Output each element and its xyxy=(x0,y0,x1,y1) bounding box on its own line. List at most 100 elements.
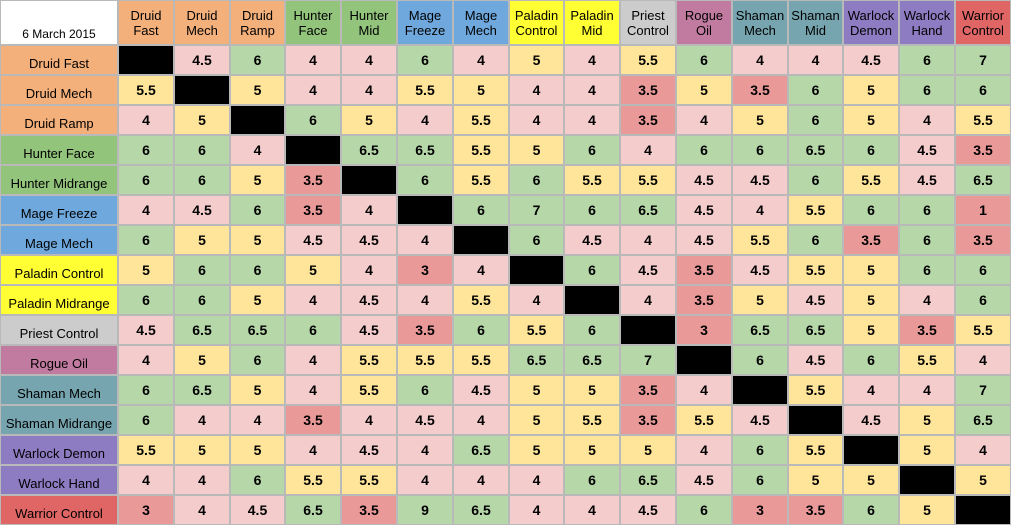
matchup-value-cell: 3.5 xyxy=(620,75,676,105)
matchup-value-cell: 3.5 xyxy=(955,135,1011,165)
column-header-line2: Mid xyxy=(581,22,603,38)
matchup-value-cell: 6.5 xyxy=(453,435,509,465)
column-header: Druid Ramp xyxy=(230,0,285,45)
matchup-value-cell: 6.5 xyxy=(788,135,843,165)
matchup-value-cell: 5.5 xyxy=(397,75,453,105)
matchup-value-cell: 5 xyxy=(118,255,174,285)
column-header-line1: Rogue xyxy=(684,7,724,23)
row-header: Druid Mech xyxy=(0,75,118,105)
matchup-value-cell: 3.5 xyxy=(341,495,397,525)
matchup-value-cell: 5.5 xyxy=(453,135,509,165)
matchup-value-cell: 5 xyxy=(732,285,788,315)
row-header: Paladin Midrange xyxy=(0,285,118,315)
matchup-value-cell: 4 xyxy=(174,405,230,435)
matchup-value-cell: 4 xyxy=(509,105,564,135)
matchup-value-cell: 5 xyxy=(509,405,564,435)
matchup-value-cell: 5.5 xyxy=(118,435,174,465)
matchup-value-cell: 6.5 xyxy=(620,195,676,225)
column-header-line1: Hunter xyxy=(349,7,389,23)
matchup-value-cell: 5.5 xyxy=(788,435,843,465)
diagonal-cell xyxy=(843,435,899,465)
column-header: Druid Fast xyxy=(118,0,174,45)
column-header: Hunter Face xyxy=(285,0,341,45)
matchup-value-cell: 4 xyxy=(397,105,453,135)
matchup-value-cell: 3.5 xyxy=(676,255,732,285)
matchup-value-cell: 6.5 xyxy=(732,315,788,345)
matchup-value-cell: 4.5 xyxy=(843,405,899,435)
matchup-value-cell: 5.5 xyxy=(453,345,509,375)
matchup-value-cell: 4 xyxy=(676,375,732,405)
matchup-value-cell: 4 xyxy=(230,405,285,435)
matchup-value-cell: 6 xyxy=(843,135,899,165)
matchup-value-cell: 6.5 xyxy=(509,345,564,375)
matchup-value-cell: 6 xyxy=(118,375,174,405)
matchup-value-cell: 5 xyxy=(453,75,509,105)
matchup-value-cell: 5.5 xyxy=(397,345,453,375)
matchup-value-cell: 4 xyxy=(285,285,341,315)
matchup-value-cell: 5.5 xyxy=(564,165,620,195)
column-header: Warlock Demon xyxy=(843,0,899,45)
column-header-line1: Paladin xyxy=(514,7,559,23)
matchup-value-cell: 6 xyxy=(899,75,955,105)
matchup-value-cell: 6 xyxy=(230,195,285,225)
matchup-value-cell: 6 xyxy=(564,255,620,285)
column-header-line2: Control xyxy=(627,22,669,38)
row-header: Hunter Face xyxy=(0,135,118,165)
matchup-value-cell: 5.5 xyxy=(453,105,509,135)
matchup-value-cell: 6 xyxy=(397,375,453,405)
matchup-value-cell: 4.5 xyxy=(899,135,955,165)
matchup-value-cell: 6 xyxy=(955,255,1011,285)
matchup-value-cell: 6 xyxy=(397,45,453,75)
matchup-value-cell: 6 xyxy=(285,315,341,345)
matchup-value-cell: 3.5 xyxy=(788,495,843,525)
matchup-value-cell: 3.5 xyxy=(620,375,676,405)
matchup-value-cell: 4 xyxy=(341,255,397,285)
column-header-line1: Mage xyxy=(408,7,442,23)
column-header-line1: Warrior xyxy=(961,7,1005,23)
matchup-value-cell: 4 xyxy=(509,495,564,525)
column-header: Mage Freeze xyxy=(397,0,453,45)
diagonal-cell xyxy=(230,105,285,135)
matchup-value-cell: 6 xyxy=(788,165,843,195)
row-header: Warrior Control xyxy=(0,495,118,525)
matchup-value-cell: 5 xyxy=(843,105,899,135)
matchup-value-cell: 6 xyxy=(397,165,453,195)
matchup-value-cell: 4.5 xyxy=(118,315,174,345)
matchup-value-cell: 5.5 xyxy=(509,315,564,345)
matchup-value-cell: 6 xyxy=(509,225,564,255)
row-header: Warlock Hand xyxy=(0,465,118,495)
matchup-value-cell: 5 xyxy=(509,45,564,75)
matchup-value-cell: 5 xyxy=(509,435,564,465)
row-header: Warlock Demon xyxy=(0,435,118,465)
matchup-value-cell: 4 xyxy=(118,195,174,225)
column-header-line1: Druid xyxy=(241,7,274,23)
matchup-value-cell: 5 xyxy=(285,255,341,285)
matchup-value-cell: 4.5 xyxy=(564,225,620,255)
matchup-value-cell: 4 xyxy=(174,465,230,495)
matchup-value-cell: 4.5 xyxy=(341,315,397,345)
matchup-value-cell: 6 xyxy=(564,465,620,495)
matchup-value-cell: 1 xyxy=(955,195,1011,225)
matchup-value-cell: 4 xyxy=(788,45,843,75)
row-header: Priest Control xyxy=(0,315,118,345)
matchup-value-cell: 4.5 xyxy=(341,285,397,315)
matchup-value-cell: 3 xyxy=(118,495,174,525)
matchup-value-cell: 4.5 xyxy=(285,225,341,255)
matchup-value-cell: 4.5 xyxy=(732,405,788,435)
diagonal-cell xyxy=(732,375,788,405)
matchup-value-cell: 4.5 xyxy=(788,345,843,375)
matchup-value-cell: 6 xyxy=(732,345,788,375)
matchup-value-cell: 4 xyxy=(955,435,1011,465)
matchup-value-cell: 4 xyxy=(341,75,397,105)
row-header: Shaman Mech xyxy=(0,375,118,405)
column-header-line2: Mid xyxy=(805,22,826,38)
matchup-value-cell: 6 xyxy=(788,105,843,135)
matchup-value-cell: 7 xyxy=(620,345,676,375)
column-header: Paladin Mid xyxy=(564,0,620,45)
matchup-value-cell: 4 xyxy=(285,435,341,465)
matchup-value-cell: 6 xyxy=(118,135,174,165)
diagonal-cell xyxy=(620,315,676,345)
matchup-value-cell: 5 xyxy=(230,165,285,195)
diagonal-cell xyxy=(676,345,732,375)
matchup-value-cell: 5 xyxy=(843,75,899,105)
